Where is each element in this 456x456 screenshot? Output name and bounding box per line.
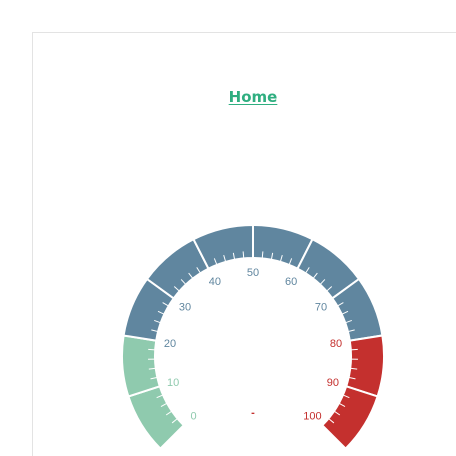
gauge-minor-tick	[319, 279, 326, 285]
gauge-minor-tick	[288, 258, 293, 266]
gauge-minor-tick	[348, 376, 356, 380]
gauge-minor-tick	[261, 251, 264, 259]
gauge-tick-label: 10	[167, 377, 179, 389]
gauge-major-tick	[321, 424, 333, 436]
gauge-minor-tick	[213, 258, 218, 266]
home-link[interactable]: Home	[228, 88, 278, 106]
gauge-minor-tick	[171, 418, 178, 424]
gauge-minor-tick	[223, 255, 227, 263]
gauge-tick-label: 100	[303, 410, 321, 422]
gauge-tick-label: 80	[330, 338, 342, 350]
gauge-major-tick	[143, 337, 157, 342]
gauge-tick-label: 20	[164, 338, 176, 350]
gauge-minor-tick	[150, 376, 158, 380]
gauge-major-tick	[201, 256, 210, 270]
gauge-minor-tick	[347, 329, 355, 333]
gauge-major-tick	[147, 385, 161, 392]
gauge-major-tick	[162, 290, 175, 300]
gauge-band-segment	[320, 385, 379, 451]
gauge-bands	[121, 223, 385, 451]
gauge-value-readout: -	[251, 407, 255, 419]
gauge-minor-tick	[342, 394, 350, 399]
gauge-minor-tick	[173, 286, 180, 292]
gauge-minor-tick	[326, 286, 333, 292]
gauge-major-tick	[345, 385, 359, 392]
gauge-minor-tick	[341, 310, 349, 315]
gauge-ticks	[143, 245, 363, 436]
gauge-band-segment	[127, 385, 186, 451]
gauge-minor-tick	[160, 402, 168, 408]
gauge-tick-label: 30	[179, 302, 191, 314]
gauge-minor-tick	[188, 272, 194, 279]
content-panel	[32, 32, 456, 456]
gauge-tick-label: 70	[315, 302, 327, 314]
gauge-major-tick	[296, 256, 305, 270]
gauge-minor-tick	[328, 418, 335, 424]
gauge-minor-tick	[196, 267, 201, 274]
gauge-minor-tick	[312, 272, 318, 279]
gauge-minor-tick	[162, 302, 169, 307]
gauge-minor-tick	[333, 410, 341, 416]
gauge-tick-label: 50	[247, 267, 259, 279]
gauge-minor-tick	[151, 329, 159, 333]
gauge-major-tick	[173, 424, 185, 436]
gauge-minor-tick	[154, 319, 161, 324]
gauge-tick-label: 90	[327, 377, 339, 389]
gauge-major-tick	[349, 337, 363, 342]
gauge-minor-tick	[338, 402, 346, 408]
gauge-minor-tick	[270, 252, 274, 260]
gauge-minor-tick	[279, 255, 283, 263]
gauge-tick-label: 0	[191, 410, 197, 422]
gauge-minor-tick	[148, 367, 156, 370]
gauge-labels: 0 10 20 30 40 50 60 70 80 90 100	[164, 267, 342, 422]
gauge-minor-tick	[242, 251, 245, 259]
gauge-minor-tick	[350, 367, 358, 370]
gauge-minor-tick	[165, 410, 173, 416]
gauge-minor-tick	[157, 310, 165, 315]
gauge-major-tick	[331, 290, 344, 300]
gauge-minor-tick	[156, 394, 164, 399]
gauge-minor-tick	[305, 267, 310, 274]
gauge-minor-tick	[180, 279, 187, 285]
gauge-minor-tick	[345, 319, 352, 324]
gauge-tick-label: 60	[285, 276, 297, 288]
gauge-minor-tick	[337, 302, 344, 307]
gauge-minor-tick	[232, 252, 236, 260]
gauge-tick-label: 40	[209, 276, 221, 288]
